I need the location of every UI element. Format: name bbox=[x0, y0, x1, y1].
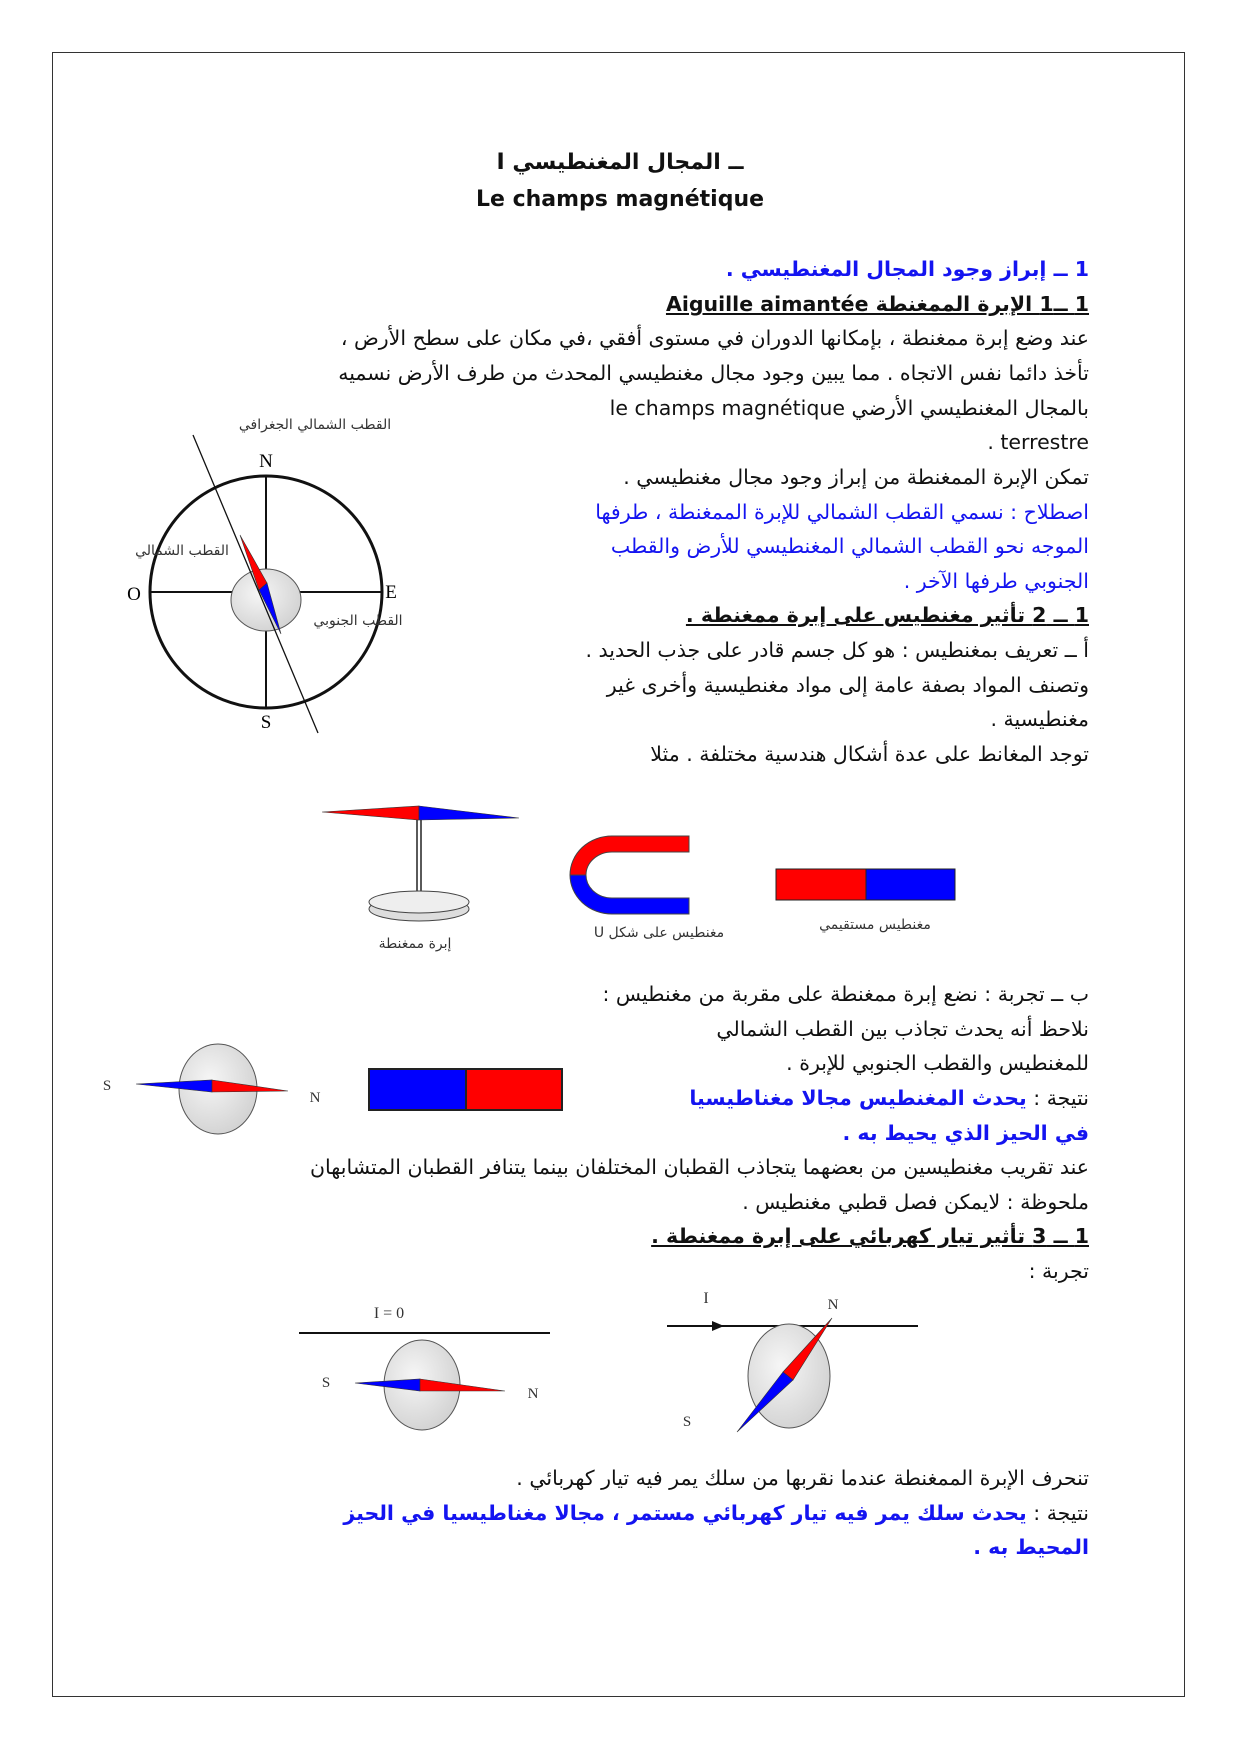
paragraph-line: أ ــ تعريف بمغنطيس : هو كل جسم قادر على … bbox=[585, 638, 1089, 662]
i-label: I bbox=[703, 1290, 708, 1307]
paragraph-line: تمكن الإبرة الممغنطة من إبراز وجود مجال … bbox=[623, 465, 1089, 489]
needle-south-icon bbox=[135, 1079, 213, 1093]
bar-magnet-label: مغنطيس مستقيمي bbox=[819, 917, 931, 933]
convention-line: الموجه نحو القطب الشمالي المغنطيسي للأرض… bbox=[610, 534, 1089, 558]
paragraph-line: ب ــ تجربة : نضع إبرة ممغنطة على مقربة م… bbox=[602, 982, 1089, 1006]
paragraph-line: بالمجال المغنطيسي الأرضي le champs magné… bbox=[609, 396, 1089, 420]
result-line: نتيجة : يحدث سلك يمر فيه تيار كهربائي مس… bbox=[343, 1496, 1089, 1530]
page-border bbox=[52, 52, 1185, 1697]
paragraph-line: نلاحظ أنه يحدث تجاذب بين القطب الشمالي bbox=[716, 1017, 1089, 1041]
with-current-figure: I N S bbox=[667, 1290, 918, 1433]
paragraph-line: عند تقريب مغنطيسين من بعضهما يتجاذب القط… bbox=[310, 1155, 1089, 1179]
geographic-north-line bbox=[192, 434, 319, 734]
paragraph-line: terrestre . bbox=[987, 430, 1089, 454]
note-line: ملحوظة : لايمكن فصل قطبي مغنطيس . bbox=[742, 1190, 1089, 1214]
result-line: في الحيز الذي يحيط به . bbox=[842, 1121, 1089, 1145]
convention-line: اصطلاح : نسمي القطب الشمالي للإبرة الممغ… bbox=[595, 500, 1089, 524]
convention-line: الجنوبي طرفها الآخر . bbox=[903, 569, 1089, 593]
paragraph-line: تأخذ دائما نفس الاتجاه . مما يبين وجود م… bbox=[338, 361, 1089, 385]
s-label: S bbox=[322, 1375, 330, 1391]
n-label: N bbox=[528, 1386, 539, 1402]
paragraph-line: للمغنطيس والقطب الجنوبي للإبرة . bbox=[786, 1051, 1089, 1075]
needle-north-icon bbox=[321, 805, 420, 821]
no-current-figure: I = 0 S N bbox=[299, 1305, 550, 1431]
north-pole-label: القطب الشمالي bbox=[135, 543, 229, 559]
result-line: نتيجة : يحدث المغنطيس مجالا مغناطيسيا bbox=[689, 1081, 1089, 1115]
west-label: O bbox=[127, 584, 141, 605]
needle-label: إبرة ممغنطة bbox=[379, 936, 452, 952]
u-magnet-figure: مغنطيس على شكل U bbox=[569, 835, 724, 941]
result-label: نتيجة : bbox=[1026, 1501, 1089, 1525]
n-label: N bbox=[828, 1297, 839, 1313]
result-text: يحدث المغنطيس مجالا مغناطيسيا bbox=[689, 1086, 1027, 1110]
section-heading: 1 ــ إبراز وجود المجال المغنطيسي . bbox=[725, 257, 1089, 281]
i-zero-label: I = 0 bbox=[374, 1305, 404, 1322]
s-label: S bbox=[103, 1078, 111, 1094]
paragraph-line: عند وضع إبرة ممغنطة ، بإمكانها الدوران ف… bbox=[340, 326, 1089, 350]
s-label: S bbox=[683, 1414, 691, 1430]
compass-figure: N S O E القطب الشمالي الجغرافي القطب الش… bbox=[127, 417, 403, 734]
needle-north-icon bbox=[419, 1378, 506, 1392]
title-french: Le champs magnétique bbox=[475, 187, 765, 212]
north-label: N bbox=[259, 451, 273, 472]
result-label: نتيجة : bbox=[1026, 1086, 1089, 1110]
south-label: S bbox=[261, 712, 272, 733]
subsection-heading: 1 ــ1 الإبرة الممغنطة Aiguille aimantée bbox=[665, 292, 1089, 316]
subsection-heading: 1 ــ 3 تأثير تيار كهربائي على إبرة ممغنط… bbox=[651, 1224, 1089, 1248]
geographic-north-label: القطب الشمالي الجغرافي bbox=[239, 417, 391, 433]
paragraph-line: تجربة : bbox=[1028, 1259, 1089, 1283]
east-label: E bbox=[385, 582, 397, 603]
paragraph-line: وتصنف المواد بصفة عامة إلى مواد مغنطيسية… bbox=[606, 673, 1089, 697]
title-arabic: I ــ المجال المغنطيسي bbox=[496, 150, 744, 175]
needle-magnet-figure: S N bbox=[103, 1043, 563, 1135]
result-text: يحدث سلك يمر فيه تيار كهربائي مستمر ، مج… bbox=[343, 1501, 1027, 1525]
n-label: N bbox=[310, 1090, 321, 1106]
paragraph-line: توجد المغانط على عدة أشكال هندسية مختلفة… bbox=[650, 742, 1089, 766]
paragraph-line: تنحرف الإبرة الممغنطة عندما نقربها من سل… bbox=[516, 1466, 1089, 1490]
south-pole-label: القطب الجنوبي bbox=[313, 613, 402, 629]
subsection-heading: 1 ــ 2 تأثير مغنطيس على إبرة ممغنطة . bbox=[685, 603, 1089, 627]
needle-north-icon bbox=[211, 1079, 289, 1093]
result-line: المحيط به . bbox=[973, 1535, 1089, 1559]
pivot-needle-figure: إبرة ممغنطة bbox=[321, 805, 520, 952]
paragraph-line: مغنطيسية . bbox=[990, 707, 1089, 731]
needle-south-icon bbox=[258, 582, 282, 635]
current-arrow-icon bbox=[712, 1321, 724, 1331]
needle-south-icon bbox=[736, 1371, 794, 1433]
needle-south-icon bbox=[418, 805, 520, 821]
u-magnet-label: مغنطيس على شكل U bbox=[594, 925, 724, 941]
bar-magnet-figure: مغنطيس مستقيمي bbox=[775, 868, 956, 933]
